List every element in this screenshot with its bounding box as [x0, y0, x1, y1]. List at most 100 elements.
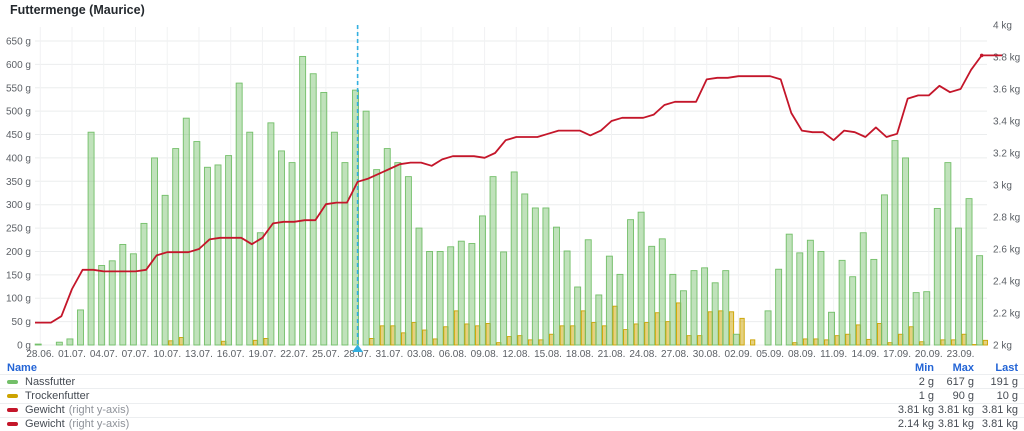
wet-food-bar — [67, 339, 73, 345]
wet-food-bar — [289, 163, 295, 345]
wet-food-bar — [363, 111, 369, 345]
series-name[interactable]: Nassfutter — [25, 376, 75, 388]
x-axis-label: 18.08. — [566, 349, 594, 360]
series-color-swatch — [7, 380, 18, 384]
series-name[interactable]: Gewicht — [25, 418, 65, 430]
legend-row-trockenfutter: Trockenfutter 1 g 90 g 10 g — [0, 388, 1024, 402]
wet-food-bar — [257, 233, 263, 345]
wet-food-bar — [691, 271, 697, 345]
x-axis-label: 03.08. — [407, 349, 435, 360]
wet-food-bar — [448, 247, 454, 345]
x-axis-label: 01.07. — [58, 349, 86, 360]
series-last-value: 3.81 kg — [974, 404, 1018, 416]
wet-food-bar — [236, 83, 242, 345]
wet-food-bar — [109, 261, 115, 345]
legend-header-last[interactable]: Last — [974, 362, 1018, 374]
series-color-swatch — [7, 394, 18, 398]
wet-food-bar — [786, 234, 792, 345]
x-axis-label: 21.08. — [598, 349, 626, 360]
wet-food-bar — [215, 165, 221, 345]
legend-header-name[interactable]: Name — [7, 362, 37, 374]
y-axis-label-right: 2.6 kg — [993, 245, 1020, 256]
wet-food-bar — [331, 132, 337, 345]
wet-food-bar — [532, 208, 538, 345]
wet-food-bar — [924, 292, 930, 345]
y-axis-label-right: 2.2 kg — [993, 309, 1020, 320]
wet-food-bar — [945, 163, 951, 345]
x-axis-label: 06.08. — [439, 349, 467, 360]
x-axis-label: 30.08. — [693, 349, 721, 360]
series-max-value: 3.81 kg — [934, 418, 974, 430]
wet-food-bar — [162, 195, 168, 345]
wet-food-bar — [712, 283, 718, 345]
series-min-value: 2.14 kg — [894, 418, 934, 430]
wet-food-bar — [680, 291, 686, 345]
wet-food-bar — [733, 334, 739, 345]
y-axis-label-left: 400 g — [6, 153, 31, 164]
dry-food-bar — [751, 340, 755, 345]
y-axis-label-right: 3.6 kg — [993, 85, 1020, 96]
wet-food-bar — [797, 253, 803, 345]
x-axis-label: 02.09. — [725, 349, 753, 360]
series-color-swatch — [7, 408, 18, 412]
y-axis-label-left: 450 g — [6, 130, 31, 141]
x-axis-label: 17.09. — [883, 349, 911, 360]
x-axis-label: 10.07. — [153, 349, 181, 360]
x-axis-label: 09.08. — [471, 349, 499, 360]
wet-food-bar — [850, 277, 856, 345]
y-axis-label-left: 200 g — [6, 247, 31, 258]
wet-food-bar — [606, 256, 612, 345]
series-max-value: 3.81 kg — [934, 404, 974, 416]
wet-food-bar — [860, 233, 866, 345]
legend-header-min[interactable]: Min — [894, 362, 934, 374]
wet-food-bar — [56, 342, 62, 345]
y-axis-label-right: 2.4 kg — [993, 277, 1020, 288]
wet-food-bar — [649, 246, 655, 345]
wet-food-bar — [543, 208, 549, 345]
series-axis-note: (right y-axis) — [69, 404, 130, 416]
series-min-value: 2 g — [894, 376, 934, 388]
x-axis-label: 25.07. — [312, 349, 340, 360]
wet-food-bar — [839, 260, 845, 345]
series-name[interactable]: Trockenfutter — [25, 390, 89, 402]
wet-food-bar — [934, 208, 940, 345]
wet-food-bar — [564, 251, 570, 345]
y-axis-label-left: 500 g — [6, 107, 31, 118]
wet-food-bar — [511, 172, 517, 345]
legend-header-row: Name Min Max Last — [0, 361, 1024, 374]
series-last-value: 3.81 kg — [974, 418, 1018, 430]
wet-food-bar — [300, 56, 306, 345]
series-axis-note: (right y-axis) — [69, 418, 130, 430]
wet-food-bar — [194, 142, 200, 345]
wet-food-bar — [88, 132, 94, 345]
y-axis-label-right: 3.8 kg — [993, 53, 1020, 64]
x-axis-label: 19.07. — [249, 349, 277, 360]
wet-food-bar — [596, 295, 602, 345]
wet-food-bar — [807, 240, 813, 345]
x-axis-label: 20.09. — [915, 349, 943, 360]
wet-food-bar — [501, 252, 507, 345]
series-name[interactable]: Gewicht — [25, 404, 65, 416]
wet-food-bar — [310, 74, 316, 345]
wet-food-bar — [120, 244, 126, 345]
wet-food-bar — [35, 344, 41, 345]
legend-table: Name Min Max Last Nassfutter 2 g 617 g 1… — [0, 361, 1024, 431]
wet-food-bar — [342, 163, 348, 345]
y-axis-label-right: 3.4 kg — [993, 117, 1020, 128]
wet-food-bar — [183, 118, 189, 345]
y-axis-label-right: 3.2 kg — [993, 149, 1020, 160]
wet-food-bar — [141, 223, 147, 345]
wet-food-bar — [130, 254, 136, 345]
x-axis-label: 12.08. — [502, 349, 530, 360]
wet-food-bar — [659, 239, 665, 345]
x-axis-label: 22.07. — [280, 349, 308, 360]
legend-header-max[interactable]: Max — [934, 362, 974, 374]
wet-food-bar — [384, 149, 390, 345]
x-axis-label: 13.07. — [185, 349, 213, 360]
wet-food-bar — [321, 92, 327, 345]
wet-food-bar — [522, 194, 528, 345]
wet-food-bar — [458, 241, 464, 345]
series-max-value: 617 g — [934, 376, 974, 388]
